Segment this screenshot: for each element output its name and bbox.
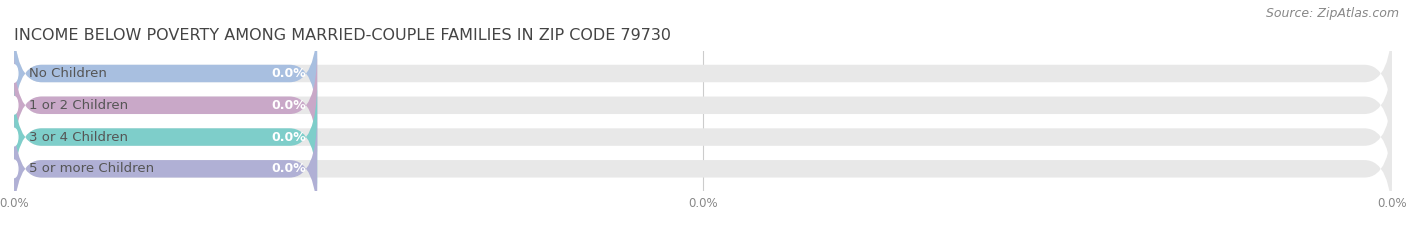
Text: 0.0%: 0.0% bbox=[271, 130, 307, 144]
Circle shape bbox=[10, 65, 18, 82]
Text: 1 or 2 Children: 1 or 2 Children bbox=[28, 99, 128, 112]
Text: 3 or 4 Children: 3 or 4 Children bbox=[28, 130, 128, 144]
FancyBboxPatch shape bbox=[14, 19, 1392, 128]
FancyBboxPatch shape bbox=[14, 19, 318, 128]
Text: INCOME BELOW POVERTY AMONG MARRIED-COUPLE FAMILIES IN ZIP CODE 79730: INCOME BELOW POVERTY AMONG MARRIED-COUPL… bbox=[14, 28, 671, 43]
FancyBboxPatch shape bbox=[14, 114, 1392, 224]
FancyBboxPatch shape bbox=[14, 51, 318, 160]
FancyBboxPatch shape bbox=[14, 82, 1392, 192]
Text: Source: ZipAtlas.com: Source: ZipAtlas.com bbox=[1265, 7, 1399, 20]
FancyBboxPatch shape bbox=[14, 51, 1392, 160]
Circle shape bbox=[10, 160, 18, 178]
Text: 0.0%: 0.0% bbox=[271, 99, 307, 112]
Circle shape bbox=[10, 128, 18, 146]
Text: No Children: No Children bbox=[28, 67, 107, 80]
Text: 0.0%: 0.0% bbox=[271, 162, 307, 175]
Text: 0.0%: 0.0% bbox=[271, 67, 307, 80]
FancyBboxPatch shape bbox=[14, 114, 318, 224]
Circle shape bbox=[10, 96, 18, 114]
FancyBboxPatch shape bbox=[14, 82, 318, 192]
Text: 5 or more Children: 5 or more Children bbox=[28, 162, 153, 175]
